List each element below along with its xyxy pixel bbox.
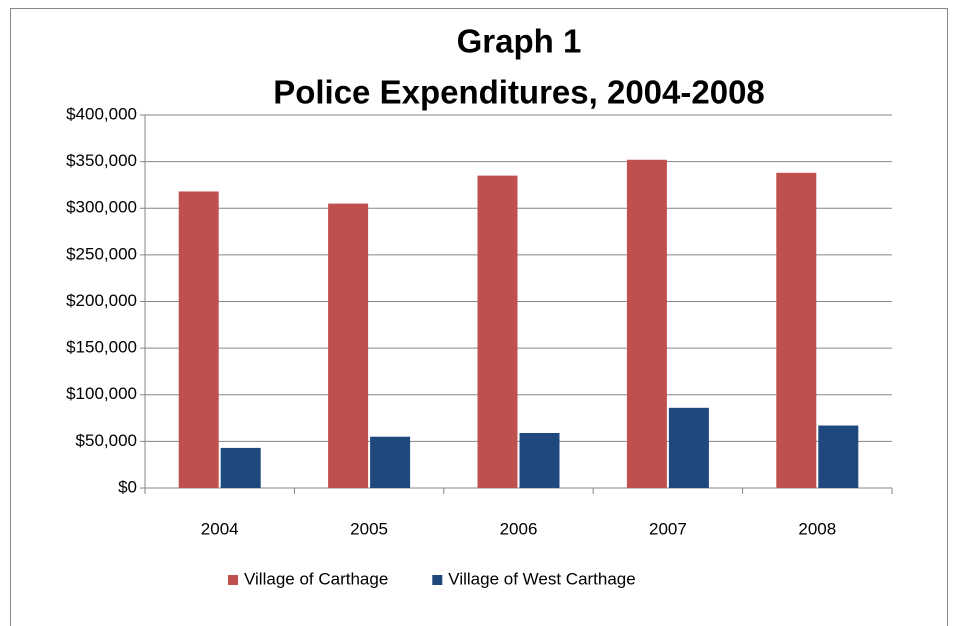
y-tick-label: $0 (118, 477, 137, 496)
bar (477, 175, 518, 489)
legend-label: Village of West Carthage (448, 569, 635, 588)
legend-swatch (432, 575, 443, 585)
bar (818, 425, 859, 488)
y-tick-label: $300,000 (66, 198, 137, 217)
y-tick-label: $100,000 (66, 384, 137, 403)
y-tick-label: $50,000 (76, 431, 137, 450)
y-tick-label: $350,000 (66, 151, 137, 170)
bar (626, 159, 667, 488)
x-tick-label: 2005 (350, 519, 388, 538)
bar (220, 447, 261, 488)
bar (178, 191, 219, 488)
y-tick-label: $400,000 (66, 104, 137, 123)
legend-label: Village of Carthage (244, 569, 388, 588)
x-tick-label: 2008 (798, 519, 836, 538)
y-tick-label: $250,000 (66, 244, 137, 263)
chart-title: Graph 1 (457, 23, 582, 60)
x-tick-label: 2007 (649, 519, 687, 538)
bar (519, 432, 560, 488)
bar (776, 172, 817, 488)
x-tick-label: 2006 (500, 519, 538, 538)
x-tick-label: 2004 (201, 519, 239, 538)
bar (370, 436, 411, 488)
chart-subtitle: Police Expenditures, 2004-2008 (273, 74, 765, 111)
y-tick-label: $200,000 (66, 291, 137, 310)
legend-swatch (228, 575, 238, 585)
bar (668, 407, 709, 488)
bar (328, 203, 369, 488)
y-tick-label: $150,000 (66, 338, 137, 357)
